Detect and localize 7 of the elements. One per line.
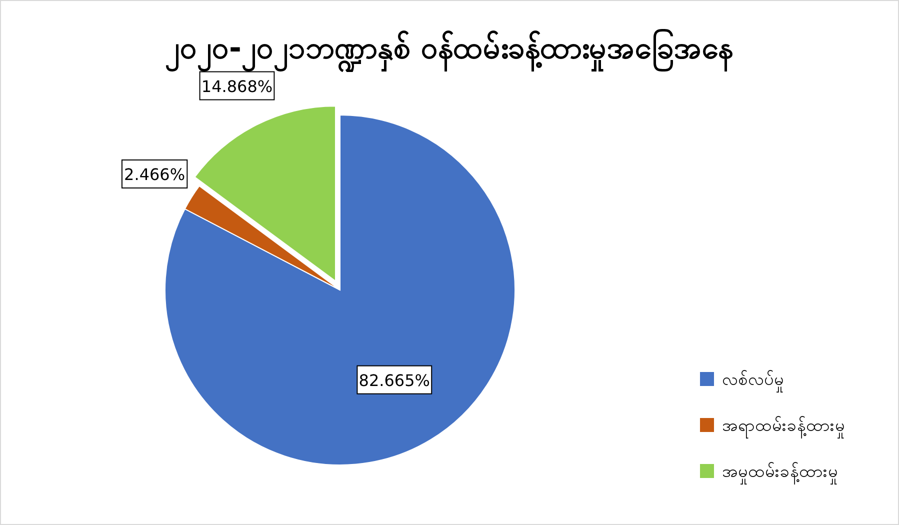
legend-label: အမှုထမ်းခန့်ထားမှု	[722, 462, 838, 485]
data-label: 2.466%	[124, 164, 186, 184]
data-label: 14.868%	[201, 76, 273, 96]
data-label: 82.665%	[358, 370, 430, 390]
legend-label: အရာထမ်းခန့်ထားမှု	[722, 416, 845, 439]
legend-label: လစ်လပ်မှု	[722, 370, 784, 393]
chart-title: ၂၀၂၀-၂၀၂၁ဘဏ္ဍာနှစ် ဝန်ထမ်းခန့်ထားမှုအခြေအနေ	[165, 28, 733, 73]
